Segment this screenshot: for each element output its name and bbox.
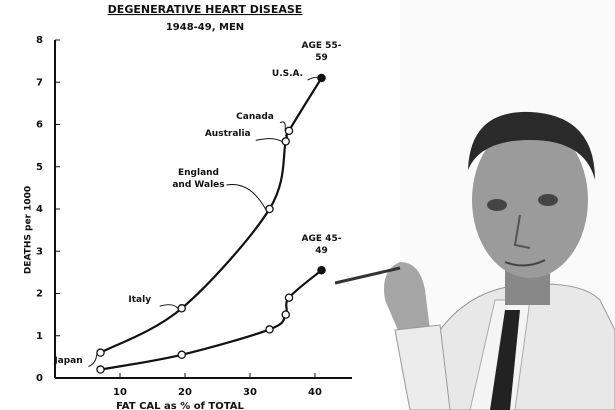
y-tick-label: 6: [36, 120, 43, 131]
data-point: [265, 204, 274, 214]
x-axis-label: FAT CAL as % of TOTAL: [116, 401, 244, 410]
leader-line: [255, 138, 282, 142]
point-label-box: Canada: [236, 111, 274, 122]
data-point: [281, 137, 290, 146]
data-point: [177, 304, 186, 313]
leader-line: [226, 184, 266, 210]
point-label-box: Italy: [128, 295, 152, 306]
y-tick-label: 7: [36, 77, 43, 88]
y-tick-label: 3: [36, 246, 43, 257]
point-label-box: England and Wales: [172, 168, 225, 190]
point-label: England and Wales: [172, 168, 225, 190]
series-label-box: AGE 55-59: [301, 41, 342, 63]
x-tick-label: 40: [308, 387, 322, 398]
data-point: [284, 293, 294, 302]
chart-subtitle: 1948-49, MEN: [166, 22, 244, 33]
point-label: Japan: [54, 355, 83, 366]
data-point: [96, 348, 105, 357]
point-label: Italy: [128, 295, 152, 306]
x-tick-label: 10: [113, 387, 127, 398]
leader-line: [307, 76, 318, 81]
y-tick-label: 1: [36, 331, 43, 342]
point-label: Canada: [236, 111, 274, 122]
data-point: [177, 350, 186, 360]
series-label: AGE 45-49: [301, 234, 342, 256]
point-label: U.S.A.: [271, 69, 304, 80]
data-point: [317, 73, 326, 83]
point-label-box: Australia: [204, 129, 251, 140]
point-label-box: U.S.A.: [271, 69, 304, 80]
chart-title: DEGENERATIVE HEART DISEASE: [108, 3, 303, 16]
data-point: [284, 126, 294, 136]
leader-line: [279, 121, 286, 131]
leader-line: [159, 304, 179, 309]
leader-line: [88, 354, 97, 368]
x-tick-label: 20: [178, 387, 192, 398]
y-tick-label: 2: [36, 289, 43, 300]
data-point: [96, 365, 105, 374]
data-point: [265, 325, 274, 334]
y-tick-label: 8: [36, 35, 43, 46]
photo: [334, 0, 615, 410]
x-tick-label: 30: [243, 387, 257, 398]
y-tick-label: 5: [36, 162, 43, 173]
data-point: [281, 310, 290, 319]
point-label-box: Japan: [54, 355, 83, 366]
series-label-box: AGE 45-49: [301, 234, 342, 256]
y-axis-label: DEATHS per 1000: [24, 186, 34, 274]
data-point: [317, 266, 326, 275]
series-label: AGE 55-59: [301, 41, 342, 63]
point-label: Australia: [204, 129, 251, 140]
y-tick-label: 4: [36, 204, 43, 215]
y-tick-label: 0: [36, 373, 43, 384]
